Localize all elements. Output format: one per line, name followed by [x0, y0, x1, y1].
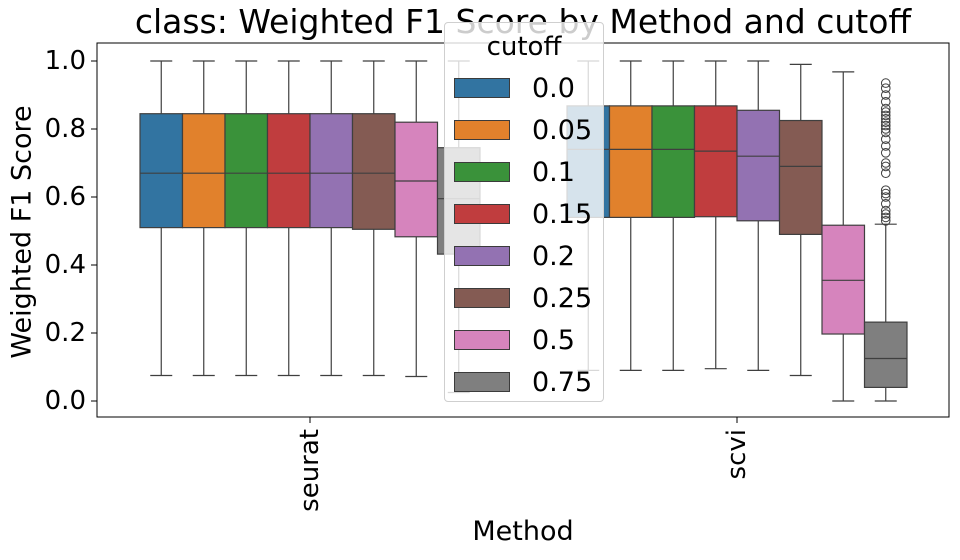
x-tick-label: seurat — [295, 429, 325, 512]
legend-item: 0.15 — [445, 193, 603, 235]
box-body — [351, 113, 396, 230]
box-body — [821, 224, 866, 335]
outlier-point — [880, 188, 891, 199]
y-tick-label: 0.6 — [45, 182, 86, 212]
y-tick-label: 1.0 — [45, 46, 86, 76]
outlier-point — [880, 209, 891, 219]
legend-item: 0.2 — [445, 235, 603, 277]
legend-swatch — [454, 288, 510, 308]
box-body — [224, 113, 269, 229]
outlier-point — [880, 185, 891, 195]
y-tick-label: 0.2 — [45, 318, 86, 348]
box-seurat-0.1 — [224, 60, 269, 377]
box-seurat-0.5 — [394, 60, 439, 378]
legend-swatch — [454, 246, 510, 266]
outlier-point — [880, 127, 891, 138]
legend-swatch — [454, 330, 510, 350]
x-tick-label: scvi — [722, 429, 752, 479]
outlier-point — [880, 158, 891, 168]
legend-label: 0.5 — [532, 324, 575, 356]
legend-label: 0.2 — [532, 240, 575, 272]
box-body — [863, 321, 908, 388]
legend: cutoff 0.0 0.05 0.1 0.15 0.2 0.25 0.5 0.75 — [444, 22, 604, 402]
box-body — [651, 105, 696, 218]
box-seurat-0.05 — [181, 60, 226, 377]
axes-layer: 0.0 0.2 0.4 0.6 0.8 1.0 seurat scvi — [45, 42, 950, 512]
outlier-point — [880, 216, 891, 226]
legend-item: 0.0 — [445, 67, 603, 109]
legend-label: 0.0 — [532, 72, 575, 104]
outlier-point — [880, 110, 891, 121]
outlier-point — [880, 148, 891, 158]
box-seurat-0.15 — [266, 60, 311, 377]
outlier-point — [880, 205, 891, 216]
outlier-point — [880, 97, 891, 107]
legend-label: 0.15 — [532, 198, 593, 230]
y-tick-label: 0.8 — [45, 114, 86, 144]
legend-label: 0.1 — [532, 156, 575, 188]
legend-label: 0.25 — [532, 282, 593, 314]
box-body — [139, 113, 184, 229]
outlier-point — [880, 199, 891, 209]
outlier-point — [880, 83, 891, 93]
outlier-point — [880, 141, 891, 151]
legend-item: 0.75 — [445, 361, 603, 403]
box-body — [309, 113, 354, 229]
outlier-point — [880, 107, 891, 117]
box-body — [736, 109, 781, 222]
box-body — [394, 121, 439, 238]
legend-item: 0.1 — [445, 151, 603, 193]
y-tick-label: 0.0 — [45, 386, 86, 416]
legend-swatch — [454, 204, 510, 224]
legend-item: 0.5 — [445, 319, 603, 361]
legend-title: cutoff — [486, 32, 562, 62]
outlier-point — [880, 103, 891, 114]
outlier-point — [880, 124, 891, 134]
box-scvi-0.75 — [863, 78, 908, 402]
y-tick-label: 0.4 — [45, 250, 86, 280]
box-seurat-0.0 — [139, 60, 184, 377]
box-scvi-0.15 — [693, 60, 738, 370]
box-scvi-0.5 — [821, 71, 866, 402]
outlier-point — [880, 117, 891, 127]
outlier-point — [880, 192, 891, 202]
box-scvi-0.1 — [651, 60, 696, 371]
box-body — [693, 105, 738, 218]
outlier-point — [880, 114, 891, 124]
y-axis-label: Weighted F1 Score — [6, 105, 38, 359]
legend-label: 0.75 — [532, 366, 593, 398]
legend-items: 0.0 0.05 0.1 0.15 0.2 0.25 0.5 0.75 — [445, 67, 603, 403]
outlier-point — [880, 134, 891, 144]
box-body — [266, 113, 311, 229]
x-axis-label: Method — [472, 516, 574, 547]
outlier-point — [880, 78, 891, 88]
legend-item: 0.25 — [445, 277, 603, 319]
box-scvi-0.25 — [778, 63, 823, 377]
box-seurat-0.2 — [309, 60, 354, 377]
legend-item: 0.05 — [445, 109, 603, 151]
outlier-point — [880, 161, 891, 172]
legend-swatch — [454, 162, 510, 182]
legend-swatch — [454, 372, 510, 392]
outlier-point — [880, 120, 891, 131]
box-seurat-0.25 — [351, 60, 396, 377]
box-body — [608, 105, 653, 218]
box-body — [181, 113, 226, 229]
box-body — [778, 119, 823, 236]
box-scvi-0.05 — [608, 60, 653, 371]
legend-swatch — [454, 120, 510, 140]
outlier-point — [880, 212, 891, 223]
outlier-point — [880, 90, 891, 100]
legend-swatch — [454, 78, 510, 98]
legend-label: 0.05 — [532, 114, 593, 146]
outlier-point — [880, 168, 891, 178]
box-scvi-0.2 — [736, 60, 781, 371]
